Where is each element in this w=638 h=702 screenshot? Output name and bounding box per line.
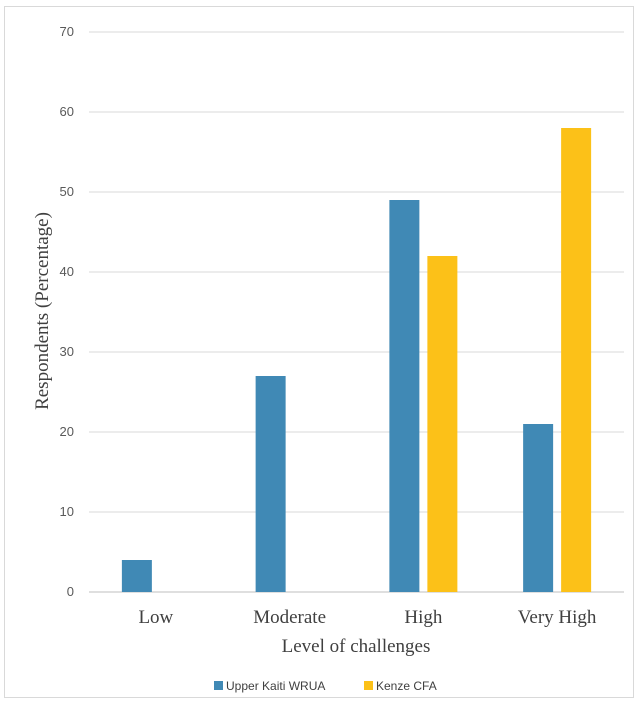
x-tick-label: Very High (518, 607, 597, 628)
bars (121, 128, 592, 592)
bar-upper-kaiti-wrua-very-high (523, 424, 554, 592)
y-tick-label: 0 (67, 584, 74, 599)
legend-label: Kenze CFA (376, 679, 437, 693)
x-tick-label: High (404, 607, 443, 628)
y-tick-label: 10 (60, 504, 74, 519)
bar-upper-kaiti-wrua-moderate (255, 376, 286, 592)
y-tick-label: 50 (60, 184, 74, 199)
legend-swatch (214, 681, 223, 690)
y-axis-ticks: 0 10 20 30 40 50 60 70 (60, 24, 74, 599)
y-tick-label: 60 (60, 104, 74, 119)
legend: Upper Kaiti WRUA Kenze CFA (214, 679, 437, 693)
y-tick-label: 20 (60, 424, 74, 439)
x-axis-title: Level of challenges (282, 636, 431, 657)
bar-kenze-cfa-high (427, 256, 458, 592)
y-axis-title: Respondents (Percentage) (32, 212, 53, 410)
bar-kenze-cfa-very-high (561, 128, 592, 592)
legend-swatch (364, 681, 373, 690)
y-tick-label: 40 (60, 264, 74, 279)
x-axis-categories: Low Moderate High Very High (138, 607, 596, 628)
x-tick-label: Low (138, 607, 173, 628)
bar-upper-kaiti-wrua-low (121, 560, 152, 592)
y-tick-label: 70 (60, 24, 74, 39)
bar-upper-kaiti-wrua-high (389, 200, 420, 592)
x-tick-label: Moderate (253, 607, 326, 628)
y-tick-label: 30 (60, 344, 74, 359)
legend-label: Upper Kaiti WRUA (226, 679, 325, 693)
